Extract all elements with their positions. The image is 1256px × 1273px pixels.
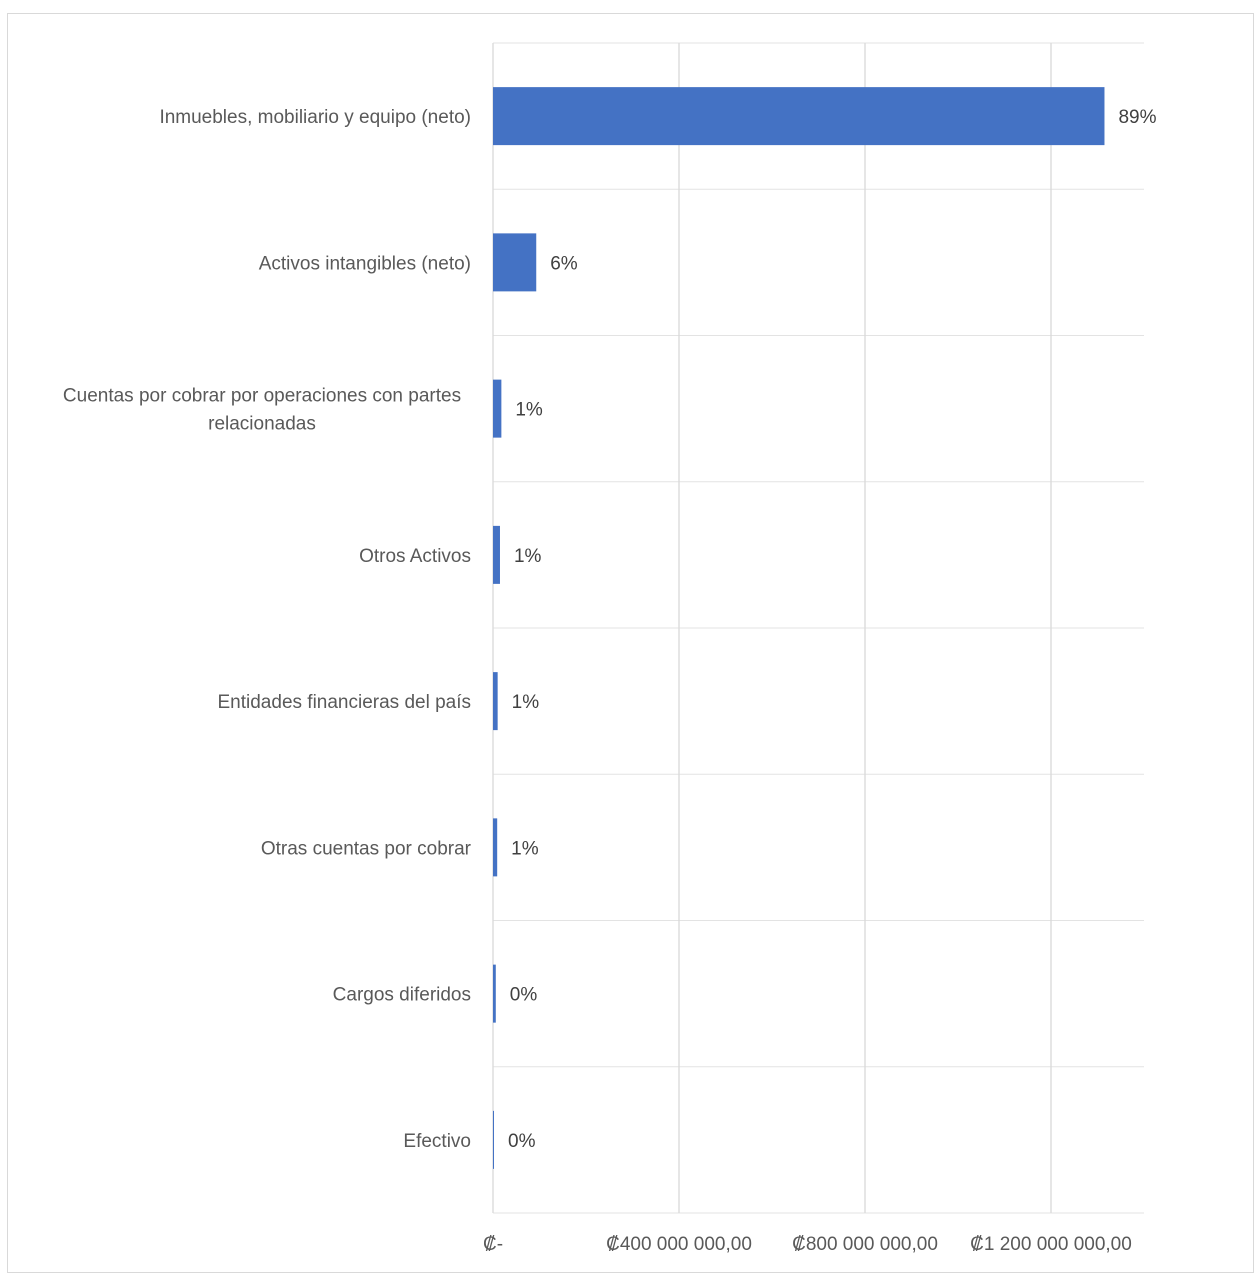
data-label: 0% [508, 1131, 536, 1152]
category-label: Entidades financieras del país [218, 692, 472, 713]
data-label: 0% [510, 985, 538, 1006]
bar [493, 525, 500, 584]
bar [493, 379, 502, 438]
bar [493, 818, 498, 877]
x-tick-label: ₡400 000 000,00 [606, 1234, 752, 1255]
bar [493, 1110, 494, 1169]
category-label: Cuentas por cobrar por operaciones con p… [63, 386, 461, 435]
data-label: 1% [512, 692, 540, 713]
x-tick-label: ₡- [483, 1234, 503, 1255]
category-label: Otras cuentas por cobrar [261, 838, 472, 859]
data-label: 6% [550, 253, 578, 274]
data-label: 1% [514, 546, 542, 567]
category-label: Otros Activos [359, 546, 471, 567]
category-label: Inmuebles, mobiliario y equipo (neto) [159, 107, 471, 128]
bar [493, 87, 1105, 146]
bar [493, 233, 537, 292]
category-label: Cargos diferidos [333, 985, 471, 1006]
bar [493, 964, 496, 1023]
data-label: 1% [515, 400, 543, 421]
data-label: 1% [511, 838, 539, 859]
data-label: 89% [1118, 107, 1156, 128]
category-label: Activos intangibles (neto) [259, 253, 471, 274]
x-tick-label: ₡1 200 000 000,00 [970, 1234, 1132, 1255]
x-tick-label: ₡800 000 000,00 [792, 1234, 938, 1255]
category-label: Efectivo [403, 1131, 471, 1152]
bar [493, 672, 498, 731]
